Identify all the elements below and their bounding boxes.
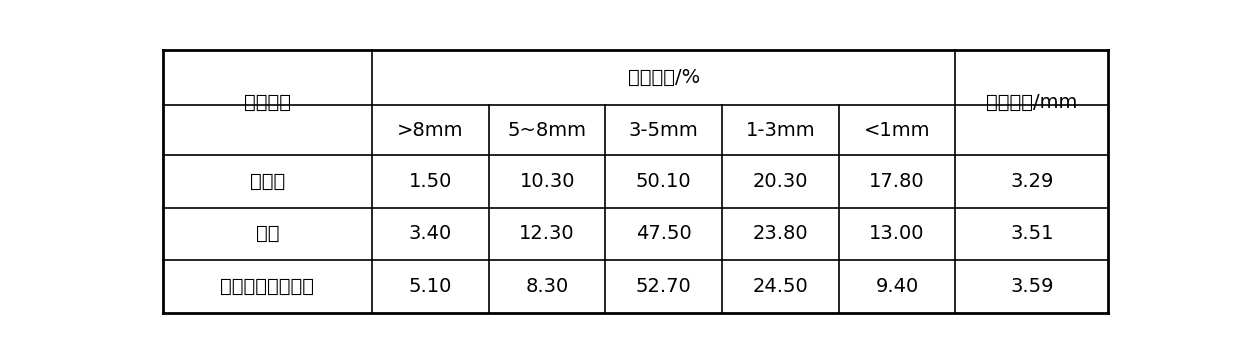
Text: 47.50: 47.50 xyxy=(636,224,692,243)
Text: 1.50: 1.50 xyxy=(409,172,453,191)
Text: 3.51: 3.51 xyxy=(1011,224,1054,243)
Text: 电子垃圾炭化燃料: 电子垃圾炭化燃料 xyxy=(221,277,315,296)
Text: 12.30: 12.30 xyxy=(520,224,575,243)
Text: 秸秆炭: 秸秆炭 xyxy=(249,172,285,191)
Text: 3.59: 3.59 xyxy=(1011,277,1054,296)
Text: 1-3mm: 1-3mm xyxy=(745,121,815,140)
Text: 5.10: 5.10 xyxy=(409,277,453,296)
Text: 8.30: 8.30 xyxy=(526,277,569,296)
Text: <1mm: <1mm xyxy=(864,121,930,140)
Text: 23.80: 23.80 xyxy=(753,224,808,243)
Text: 17.80: 17.80 xyxy=(869,172,925,191)
Text: 燃料种类: 燃料种类 xyxy=(244,93,291,112)
Text: 3.40: 3.40 xyxy=(409,224,453,243)
Text: 3-5mm: 3-5mm xyxy=(629,121,698,140)
Text: 9.40: 9.40 xyxy=(875,277,919,296)
Text: 粒度组成/%: 粒度组成/% xyxy=(627,68,699,87)
Text: 木炭: 木炭 xyxy=(255,224,279,243)
Text: 10.30: 10.30 xyxy=(520,172,575,191)
Text: 13.00: 13.00 xyxy=(869,224,925,243)
Text: 50.10: 50.10 xyxy=(636,172,692,191)
Text: 20.30: 20.30 xyxy=(753,172,808,191)
Text: 平均粒径/mm: 平均粒径/mm xyxy=(986,93,1078,112)
Text: >8mm: >8mm xyxy=(397,121,464,140)
Text: 5~8mm: 5~8mm xyxy=(507,121,587,140)
Text: 52.70: 52.70 xyxy=(636,277,692,296)
Text: 24.50: 24.50 xyxy=(753,277,808,296)
Text: 3.29: 3.29 xyxy=(1011,172,1054,191)
